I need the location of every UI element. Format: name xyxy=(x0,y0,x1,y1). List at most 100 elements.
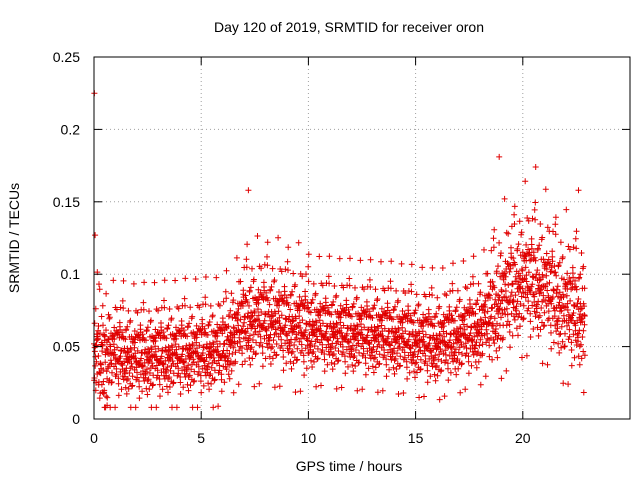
data-point xyxy=(140,306,147,313)
data-point xyxy=(470,280,477,287)
data-point xyxy=(205,360,212,367)
data-point xyxy=(543,250,550,257)
data-point xyxy=(579,334,586,340)
data-point xyxy=(325,273,332,280)
data-point xyxy=(519,354,525,361)
data-point xyxy=(289,348,296,355)
data-point xyxy=(182,275,189,282)
data-point xyxy=(491,226,498,233)
data-point xyxy=(194,349,201,356)
data-point xyxy=(427,373,434,380)
data-point xyxy=(325,337,332,344)
data-point xyxy=(374,389,381,396)
data-point xyxy=(388,258,395,265)
data-point xyxy=(125,375,131,382)
data-point xyxy=(483,326,490,333)
data-point xyxy=(352,347,359,353)
data-point xyxy=(568,347,575,353)
data-point xyxy=(280,367,287,374)
data-point xyxy=(239,350,246,357)
data-point xyxy=(99,302,106,309)
data-point xyxy=(549,248,556,255)
data-point xyxy=(204,332,211,338)
data-point xyxy=(465,358,472,365)
data-point xyxy=(410,319,417,326)
data-point xyxy=(571,354,578,361)
data-point xyxy=(498,375,505,382)
data-point xyxy=(259,363,266,370)
data-point xyxy=(95,323,102,329)
data-point xyxy=(390,316,397,323)
data-point xyxy=(161,304,168,311)
data-point xyxy=(457,339,464,345)
data-point xyxy=(276,289,282,295)
data-point xyxy=(546,279,553,286)
data-point xyxy=(272,310,279,317)
data-point xyxy=(96,369,103,376)
data-point xyxy=(552,214,559,221)
data-point xyxy=(331,361,338,367)
data-point xyxy=(366,276,373,283)
data-point xyxy=(441,338,448,345)
data-point xyxy=(566,333,573,340)
data-point xyxy=(285,244,292,251)
data-point xyxy=(146,308,152,315)
data-point xyxy=(119,362,126,369)
data-point xyxy=(132,404,139,411)
data-point xyxy=(91,348,98,355)
data-point xyxy=(573,283,579,290)
data-point xyxy=(517,323,523,330)
data-point xyxy=(580,348,587,355)
data-point xyxy=(91,320,98,327)
data-point xyxy=(348,345,355,352)
data-point xyxy=(576,361,583,368)
data-point xyxy=(408,360,415,366)
data-point xyxy=(522,294,529,301)
data-point xyxy=(289,288,296,295)
data-point xyxy=(531,254,538,261)
data-point xyxy=(512,261,518,268)
data-point xyxy=(577,306,584,312)
data-point xyxy=(131,344,138,351)
data-point xyxy=(386,366,393,373)
data-point xyxy=(247,361,254,368)
data-point xyxy=(372,364,379,371)
data-point xyxy=(439,265,446,271)
y-tick-label: 0.25 xyxy=(53,49,80,65)
data-point xyxy=(552,269,559,276)
data-point xyxy=(156,376,163,382)
data-point xyxy=(358,315,365,322)
data-point xyxy=(460,258,467,264)
data-point xyxy=(355,337,361,344)
data-point xyxy=(389,348,396,354)
data-point xyxy=(378,258,384,265)
data-point xyxy=(300,358,307,365)
data-point xyxy=(350,354,357,361)
data-point xyxy=(230,344,237,351)
data-point xyxy=(180,384,187,391)
data-point xyxy=(462,284,469,290)
data-point xyxy=(532,216,539,223)
data-point xyxy=(491,315,498,322)
data-point xyxy=(515,289,522,295)
data-point xyxy=(278,292,284,299)
data-point xyxy=(494,354,501,361)
data-point xyxy=(475,280,482,287)
data-point xyxy=(232,358,239,365)
data-point xyxy=(527,318,534,325)
y-tick-label: 0.05 xyxy=(53,339,80,355)
data-point xyxy=(393,366,400,372)
data-point xyxy=(139,388,146,395)
data-point xyxy=(310,322,317,329)
data-point xyxy=(308,357,314,364)
data-point xyxy=(134,309,141,316)
data-point xyxy=(477,381,484,388)
data-point xyxy=(569,264,576,271)
data-point xyxy=(572,322,579,329)
data-point xyxy=(413,359,420,366)
data-point xyxy=(573,286,580,293)
data-point xyxy=(393,287,400,294)
data-point xyxy=(303,365,310,372)
data-point xyxy=(376,351,383,358)
data-point xyxy=(342,370,349,377)
